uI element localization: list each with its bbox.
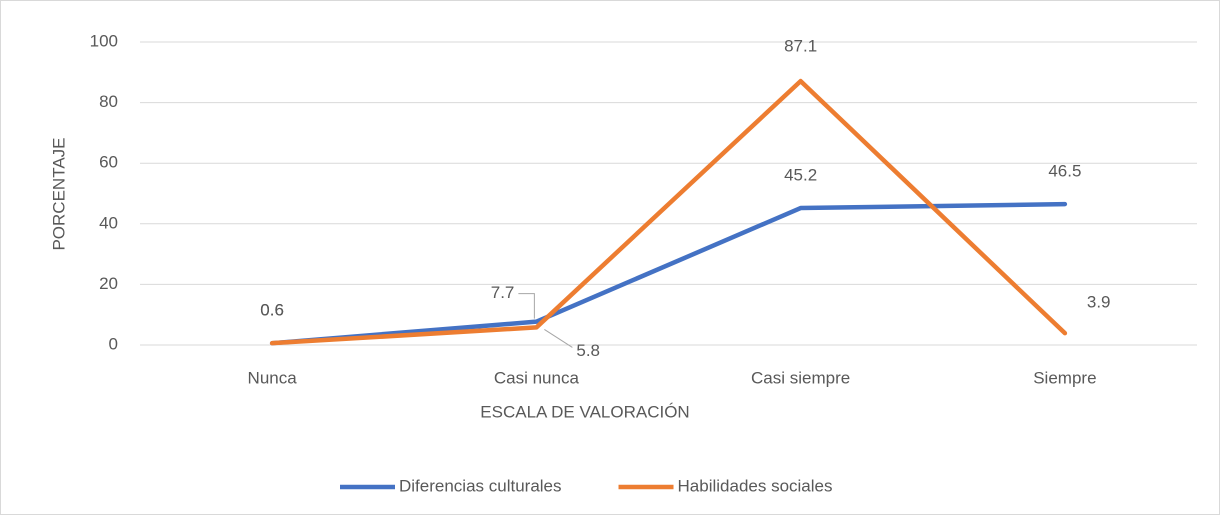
x-tick-label: Casi siempre: [751, 368, 850, 387]
data-label: 0.6: [260, 301, 284, 320]
series-line: [269, 78, 1068, 346]
x-tick-label: Siempre: [1033, 368, 1096, 387]
x-tick-label: Nunca: [248, 368, 298, 387]
y-tick-label: 0: [109, 334, 118, 353]
x-axis-title: ESCALA DE VALORACIÓN: [480, 402, 689, 421]
data-label: 0.6: [260, 301, 284, 320]
legend-label: Diferencias culturales: [399, 476, 562, 495]
data-label: 7.7: [491, 283, 515, 302]
y-axis-title: PORCENTAJE: [49, 137, 68, 250]
y-tick-label: 100: [90, 31, 118, 50]
data-label: 87.1: [784, 37, 817, 56]
y-tick-label: 40: [99, 213, 118, 232]
data-label: 45.2: [784, 166, 817, 185]
legend-label: Habilidades sociales: [678, 476, 833, 495]
leader-line: [518, 293, 535, 319]
x-tick-label: Casi nunca: [494, 368, 580, 387]
y-tick-label: 20: [99, 274, 118, 293]
leader-line: [544, 329, 573, 348]
data-label: 46.5: [1048, 162, 1081, 181]
data-label: 5.8: [576, 341, 600, 360]
y-tick-label: 60: [99, 153, 118, 172]
data-label: 3.9: [1087, 293, 1111, 312]
y-tick-label: 80: [99, 92, 118, 111]
